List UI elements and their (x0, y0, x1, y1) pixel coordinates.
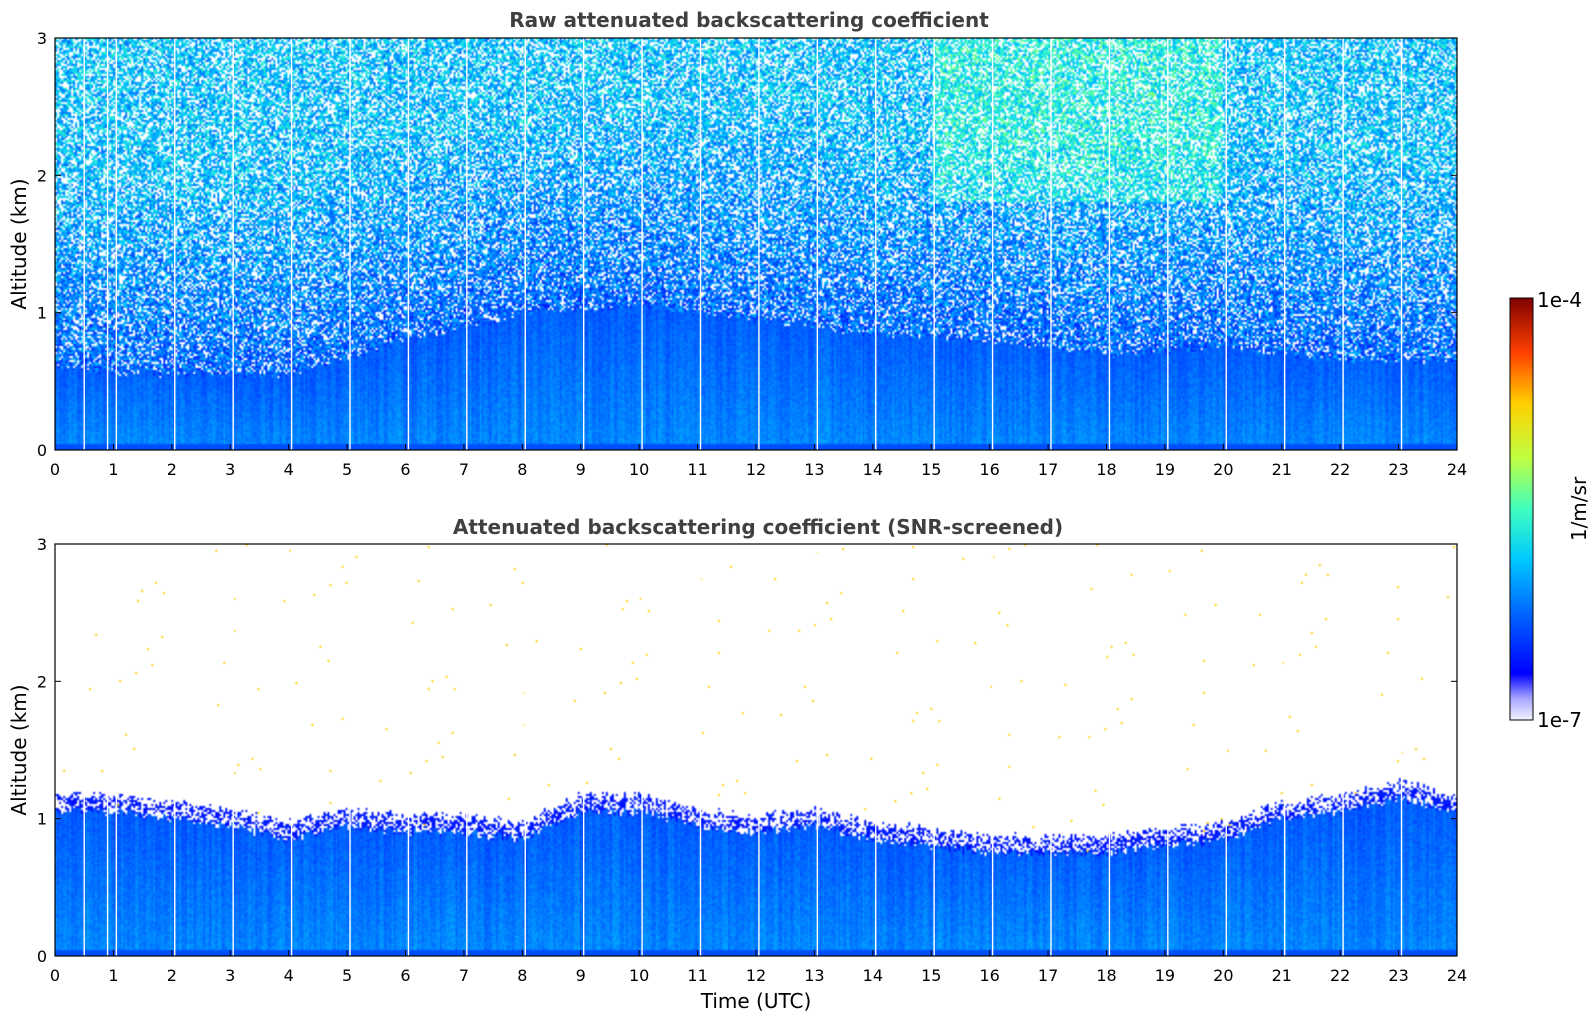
x-tick-label: 9 (576, 460, 586, 479)
raw-y-ticks: 0 1 2 3 (37, 29, 1457, 460)
x-tick-label: 18 (1096, 966, 1116, 985)
x-tick-label: 16 (979, 966, 999, 985)
x-tick-label: 8 (517, 966, 527, 985)
x-tick-label: 16 (979, 460, 999, 479)
x-tick-label: 21 (1272, 966, 1292, 985)
raw-panel-title: Raw attenuated backscattering coefficien… (509, 8, 989, 32)
x-tick-label: 1 (108, 460, 118, 479)
x-tick-label: 17 (1038, 966, 1058, 985)
x-tick-label: 12 (746, 460, 766, 479)
x-tick-label: 19 (1155, 966, 1175, 985)
screened-backscatter-heatmap (55, 544, 1457, 956)
x-tick-label: 9 (576, 966, 586, 985)
x-tick-label: 22 (1330, 966, 1350, 985)
y-tick-label: 1 (37, 304, 47, 323)
x-tick-label: 14 (863, 966, 883, 985)
x-tick-label: 13 (804, 460, 824, 479)
x-tick-label: 10 (629, 966, 649, 985)
colorbar-min-label: 1e-7 (1537, 708, 1582, 732)
x-tick-label: 19 (1155, 460, 1175, 479)
x-tick-label: 5 (342, 460, 352, 479)
x-tick-label: 7 (459, 460, 469, 479)
x-tick-label: 15 (921, 966, 941, 985)
x-tick-label: 15 (921, 460, 941, 479)
x-tick-label: 17 (1038, 460, 1058, 479)
x-tick-label: 6 (400, 966, 410, 985)
screened-data-gaps (83, 544, 1403, 956)
raw-data-gaps (83, 38, 1403, 450)
x-tick-label: 1 (108, 966, 118, 985)
raw-y-axis-label: Altitude (km) (7, 178, 31, 309)
screened-y-axis-label: Altitude (km) (7, 684, 31, 815)
x-tick-label: 24 (1447, 460, 1467, 479)
x-tick-label: 6 (400, 460, 410, 479)
x-tick-label: 20 (1213, 966, 1233, 985)
y-tick-label: 2 (37, 166, 47, 185)
screened-backscatter-panel: Attenuated backscattering coefficient (S… (7, 515, 1467, 1013)
x-tick-label: 11 (687, 966, 707, 985)
screened-panel-title: Attenuated backscattering coefficient (S… (453, 515, 1063, 539)
x-tick-label: 2 (167, 460, 177, 479)
raw-backscatter-heatmap (55, 38, 1457, 450)
x-tick-label: 24 (1447, 966, 1467, 985)
x-tick-label: 20 (1213, 460, 1233, 479)
x-tick-label: 10 (629, 460, 649, 479)
colorbar-max-label: 1e-4 (1537, 288, 1582, 312)
x-tick-label: 2 (167, 966, 177, 985)
y-tick-label: 0 (37, 947, 47, 966)
x-axis-label: Time (UTC) (700, 989, 812, 1013)
x-tick-label: 18 (1096, 460, 1116, 479)
x-tick-label: 23 (1388, 460, 1408, 479)
y-tick-label: 0 (37, 441, 47, 460)
x-tick-label: 0 (50, 460, 60, 479)
colorbar: 1e-4 1e-7 1/m/sr (1509, 288, 1591, 732)
screened-y-ticks: 0 1 2 3 (37, 535, 1457, 966)
x-tick-label: 7 (459, 966, 469, 985)
x-tick-label: 5 (342, 966, 352, 985)
x-tick-label: 3 (225, 460, 235, 479)
x-tick-label: 21 (1272, 460, 1292, 479)
x-tick-label: 13 (804, 966, 824, 985)
y-tick-label: 3 (37, 535, 47, 554)
screened-x-ticks: 0 1 2 3 4 5 6 7 8 9 10 11 12 13 14 15 16 17 18 19 20 21 22 23 24 (50, 950, 1467, 985)
raw-x-ticks: 0 1 2 3 4 5 6 7 8 9 10 11 12 13 14 15 16 17 18 19 20 21 22 23 24 (50, 444, 1467, 479)
colorbar-gradient (1509, 297, 1534, 721)
x-tick-label: 8 (517, 460, 527, 479)
x-tick-label: 14 (863, 460, 883, 479)
x-tick-label: 0 (50, 966, 60, 985)
colorbar-unit-label: 1/m/sr (1567, 476, 1591, 541)
y-tick-label: 2 (37, 672, 47, 691)
x-tick-label: 12 (746, 966, 766, 985)
x-tick-label: 4 (284, 460, 294, 479)
x-tick-label: 23 (1388, 966, 1408, 985)
y-tick-label: 3 (37, 29, 47, 48)
raw-backscatter-panel: Raw attenuated backscattering coefficien… (7, 8, 1467, 479)
x-tick-label: 3 (225, 966, 235, 985)
x-tick-label: 11 (687, 460, 707, 479)
x-tick-label: 4 (284, 966, 294, 985)
y-tick-label: 1 (37, 810, 47, 829)
x-tick-label: 22 (1330, 460, 1350, 479)
